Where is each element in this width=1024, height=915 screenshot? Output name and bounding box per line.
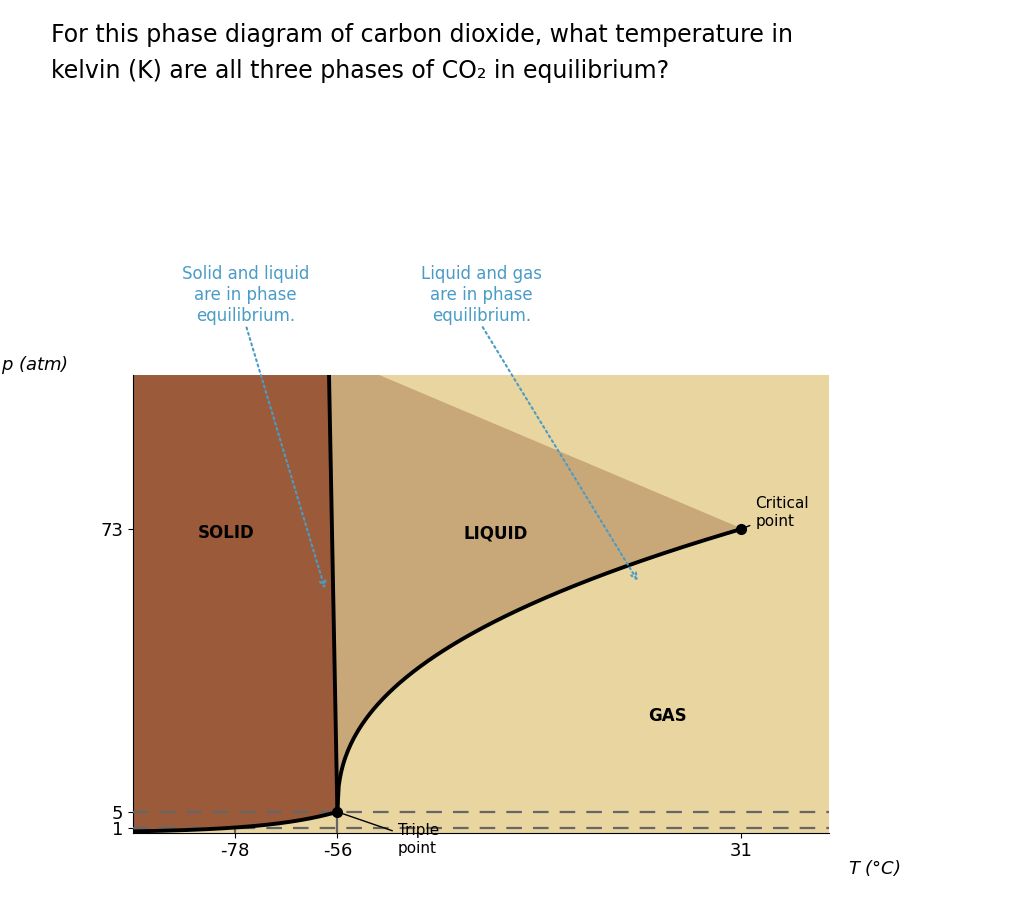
Text: $p$ (atm): $p$ (atm) (1, 354, 69, 376)
Text: GAS: GAS (647, 707, 686, 726)
Polygon shape (329, 354, 741, 812)
Text: Liquid and gas
are in phase
equilibrium.: Liquid and gas are in phase equilibrium. (421, 265, 542, 325)
Text: LIQUID: LIQUID (463, 524, 527, 543)
Text: kelvin (K) are all three phases of CO₂ in equilibrium?: kelvin (K) are all three phases of CO₂ i… (51, 59, 670, 83)
Text: Critical
point: Critical point (743, 496, 809, 529)
Text: SOLID: SOLID (198, 524, 254, 543)
Text: Triple
point: Triple point (340, 813, 439, 856)
Text: Solid and liquid
are in phase
equilibrium.: Solid and liquid are in phase equilibriu… (182, 265, 309, 325)
Polygon shape (133, 354, 337, 833)
Text: $T$ (°C): $T$ (°C) (848, 857, 900, 877)
Text: For this phase diagram of carbon dioxide, what temperature in: For this phase diagram of carbon dioxide… (51, 23, 794, 47)
